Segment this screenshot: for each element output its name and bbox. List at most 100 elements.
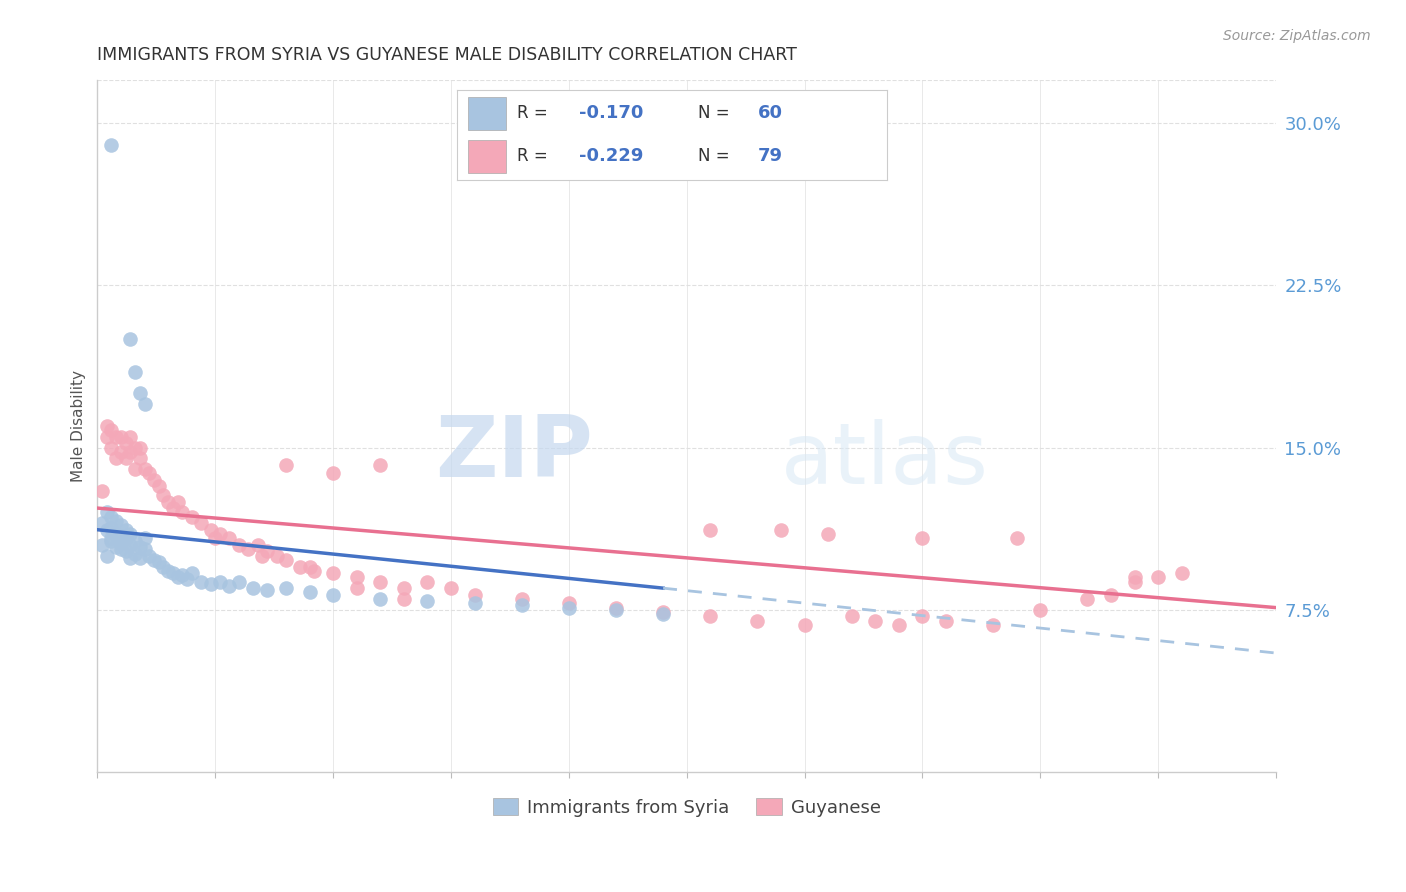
Point [392,581,415,595]
Point [110,535,132,549]
Point [298,559,321,574]
Point [346,581,368,595]
Point [128,441,150,455]
Point [120,430,142,444]
Point [246,538,269,552]
Point [152,559,174,574]
Point [464,588,486,602]
Point [114,451,136,466]
Point [558,596,581,610]
Point [124,365,146,379]
Point [1123,570,1146,584]
Point [1099,588,1122,602]
Point [322,467,344,481]
Point [218,579,240,593]
Text: atlas: atlas [780,419,988,502]
Point [180,509,202,524]
Point [228,538,250,552]
Point [91,538,114,552]
Point [172,568,194,582]
Point [200,577,222,591]
Point [1005,532,1028,546]
Point [699,609,721,624]
Point [558,600,581,615]
Point [134,397,156,411]
Point [793,618,815,632]
Point [124,462,146,476]
Point [105,540,128,554]
Point [180,566,202,580]
Point [100,137,122,152]
Point [1076,591,1098,606]
Point [100,533,122,548]
Point [322,588,344,602]
Point [288,559,311,574]
Point [114,436,136,450]
Point [96,430,118,444]
Point [105,451,128,466]
Point [605,603,627,617]
Point [128,540,150,554]
Point [298,585,321,599]
Point [162,501,184,516]
Point [817,527,839,541]
Point [162,566,184,580]
Point [346,570,368,584]
Point [190,574,212,589]
Point [134,542,156,557]
Point [157,564,180,578]
Point [110,430,132,444]
Point [142,553,165,567]
Text: IMMIGRANTS FROM SYRIA VS GUYANESE MALE DISABILITY CORRELATION CHART: IMMIGRANTS FROM SYRIA VS GUYANESE MALE D… [97,46,797,64]
Point [238,542,260,557]
Point [96,523,118,537]
Point [252,549,274,563]
Point [91,483,114,498]
Point [266,549,288,563]
Point [152,488,174,502]
Legend: Immigrants from Syria, Guyanese: Immigrants from Syria, Guyanese [485,790,889,824]
Point [510,599,533,613]
Point [769,523,792,537]
Point [96,505,118,519]
Point [935,614,957,628]
Point [200,523,222,537]
Point [105,430,128,444]
Point [124,533,146,548]
Point [652,607,675,621]
Point [110,542,132,557]
Point [218,532,240,546]
Text: ZIP: ZIP [434,412,592,495]
Point [100,509,122,524]
Point [138,549,160,563]
Point [440,581,463,595]
Point [368,458,391,472]
Point [981,618,1004,632]
Point [114,544,136,558]
Point [911,532,934,546]
Point [887,618,910,632]
Point [208,574,231,589]
Point [128,451,150,466]
Point [100,423,122,437]
Point [841,609,863,624]
Point [204,532,226,546]
Point [110,445,132,459]
Point [1123,574,1146,589]
Text: Source: ZipAtlas.com: Source: ZipAtlas.com [1223,29,1371,44]
Point [228,574,250,589]
Point [157,494,180,508]
Point [274,553,297,567]
Point [652,605,675,619]
Point [148,555,170,569]
Point [368,591,391,606]
Point [120,445,142,459]
Point [128,386,150,401]
Point [100,520,122,534]
Point [1029,603,1052,617]
Point [142,473,165,487]
Point [128,550,150,565]
Point [172,505,194,519]
Point [166,570,188,584]
Point [464,596,486,610]
